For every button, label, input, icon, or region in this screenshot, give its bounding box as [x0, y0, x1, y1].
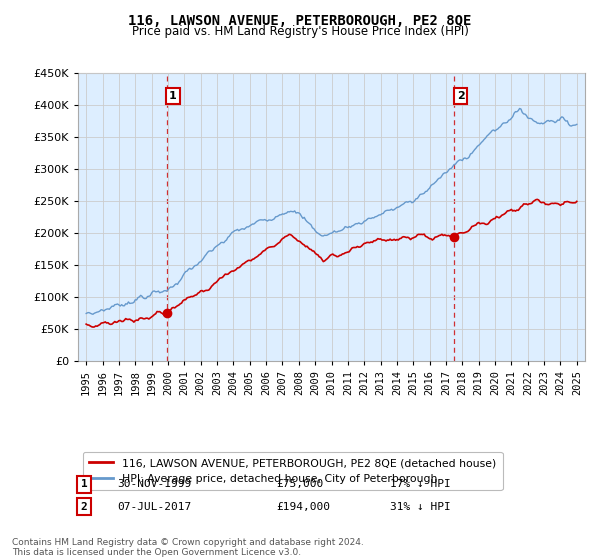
Text: 30-NOV-1999: 30-NOV-1999	[117, 479, 191, 489]
Legend: 116, LAWSON AVENUE, PETERBOROUGH, PE2 8QE (detached house), HPI: Average price, : 116, LAWSON AVENUE, PETERBOROUGH, PE2 8Q…	[83, 452, 503, 490]
Text: 17% ↓ HPI: 17% ↓ HPI	[390, 479, 451, 489]
Text: 07-JUL-2017: 07-JUL-2017	[117, 502, 191, 512]
Text: Contains HM Land Registry data © Crown copyright and database right 2024.
This d: Contains HM Land Registry data © Crown c…	[12, 538, 364, 557]
Text: 1: 1	[169, 91, 177, 101]
Text: 2: 2	[457, 91, 464, 101]
Text: 116, LAWSON AVENUE, PETERBOROUGH, PE2 8QE: 116, LAWSON AVENUE, PETERBOROUGH, PE2 8Q…	[128, 14, 472, 28]
Text: 31% ↓ HPI: 31% ↓ HPI	[390, 502, 451, 512]
Text: 1: 1	[80, 479, 88, 489]
Text: £194,000: £194,000	[276, 502, 330, 512]
Text: 2: 2	[80, 502, 88, 512]
Text: Price paid vs. HM Land Registry's House Price Index (HPI): Price paid vs. HM Land Registry's House …	[131, 25, 469, 38]
Text: £75,000: £75,000	[276, 479, 323, 489]
